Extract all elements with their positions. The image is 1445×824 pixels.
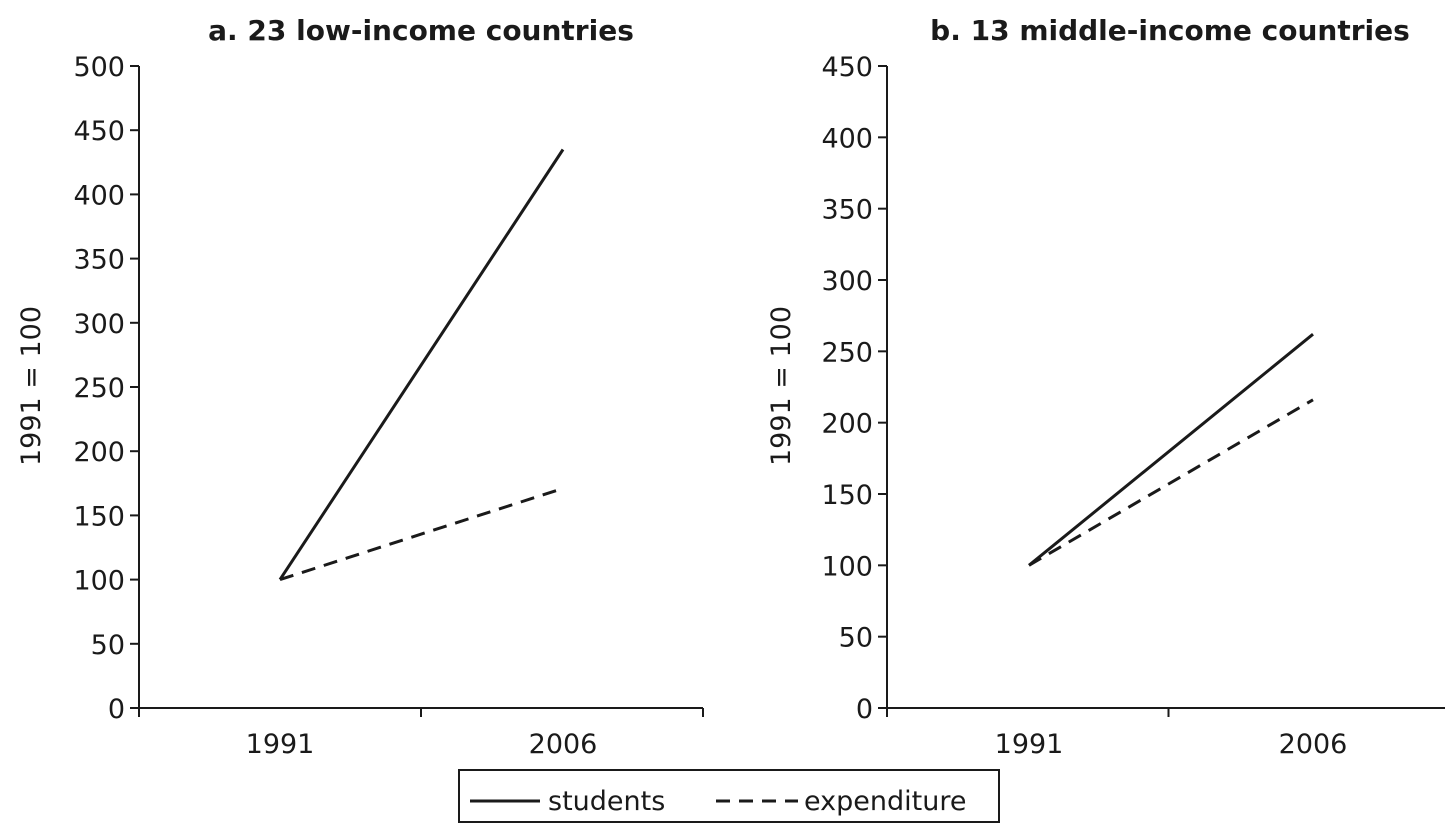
y-tick-label: 300 [821,266,873,297]
y-tick-label: 400 [821,123,873,154]
y-tick-label: 350 [821,195,873,226]
series-line-expenditure [279,486,564,582]
x-tick-label: 1991 [246,729,315,760]
panel-a-ticks: 0 50 100 150 200 250 300 350 400 450 500 1991 2006 [73,52,704,760]
x-tick-label: 2006 [529,729,598,760]
legend-label-expenditure: expenditure [804,786,966,817]
y-tick-label: 150 [821,480,873,511]
y-tick-label: 50 [91,630,125,661]
y-tick-label: 450 [73,116,125,147]
y-tick-label: 200 [821,409,873,440]
legend: students expenditure [458,769,1000,823]
y-tick-label: 50 [839,623,873,654]
y-tick-label: 300 [73,309,125,340]
panel-b-ticks: 0 50 100 150 200 250 300 350 400 450 1991 2006 [821,52,1445,760]
y-tick-label: 150 [73,501,125,532]
series-line-expenditure [1028,398,1314,567]
legend-box [458,769,1000,823]
panel-b-y-axis-label: 1991 = 100 [766,306,797,466]
y-tick-label: 450 [821,52,873,83]
y-tick-label: 400 [73,180,125,211]
panel-b-middle-income: b. 13 middle-income countries 1991 = 100… [766,14,1445,760]
panel-a-series [278,148,565,582]
x-tick-label: 1991 [995,729,1064,760]
panel-a-low-income: a. 23 low-income countries 1991 = 100 0 5… [16,14,704,760]
y-tick-label: 500 [73,52,125,83]
y-tick-label: 100 [73,566,125,597]
legend-label-students: students [548,786,665,817]
x-tick-label: 2006 [1279,729,1348,760]
series-line-students [1028,333,1314,567]
panel-b-series [1028,333,1314,567]
y-tick-label: 0 [856,694,873,725]
panel-a-title: a. 23 low-income countries [208,14,634,47]
y-tick-label: 350 [73,245,125,276]
y-tick-label: 200 [73,437,125,468]
y-tick-label: 0 [108,694,125,725]
series-line-students [278,148,565,581]
y-tick-label: 100 [821,551,873,582]
y-tick-label: 250 [73,373,125,404]
y-tick-label: 250 [821,337,873,368]
panel-a-y-axis-label: 1991 = 100 [16,306,47,466]
panel-b-title: b. 13 middle-income countries [930,14,1410,47]
